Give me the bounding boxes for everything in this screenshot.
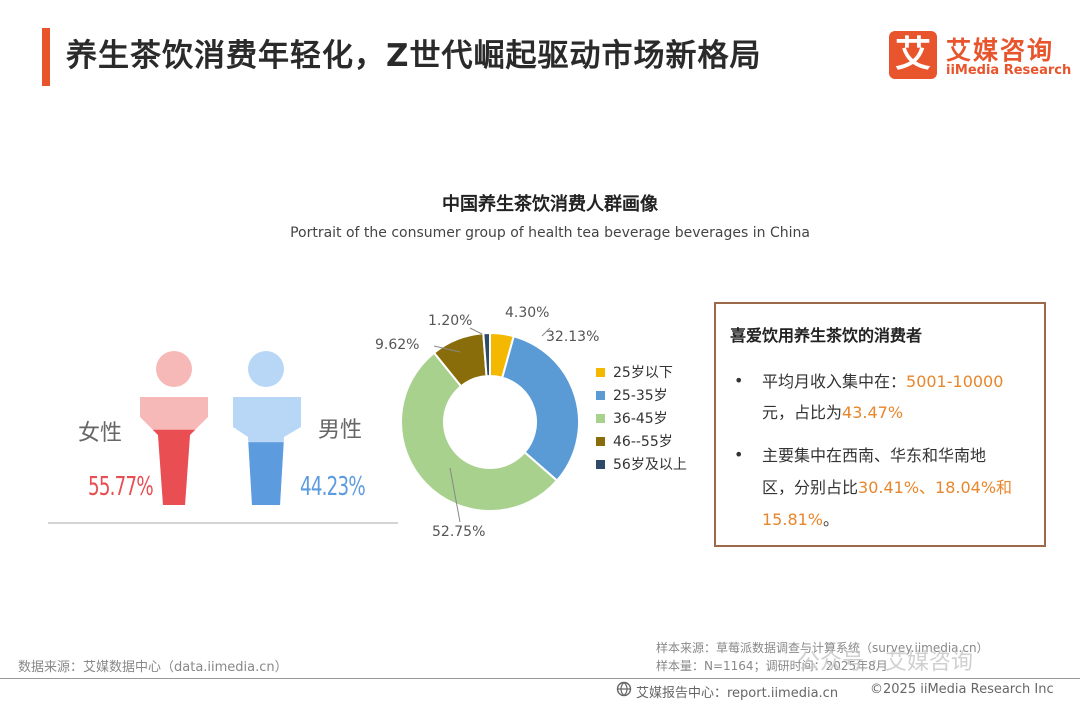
age-donut-chart [400, 331, 580, 512]
legend-label: 46--55岁 [613, 434, 673, 450]
footer-divider [0, 678, 1080, 679]
page-title: 养生茶饮消费年轻化，Z世代崛起驱动市场新格局 [66, 38, 762, 74]
donut-slice-2 [400, 351, 559, 512]
info-heading: 喜爱饮用养生茶饮的消费者 [730, 326, 923, 345]
legend-swatch [596, 414, 605, 423]
legend-label: 36-45岁 [613, 411, 668, 427]
legend-item: 25岁以下 [596, 362, 687, 385]
logo-text-en: iiMedia Research [946, 63, 1072, 78]
female-label: 女性 [78, 421, 123, 446]
chart-subtitle: Portrait of the consumer group of health… [290, 225, 810, 241]
chart-title: 中国养生茶饮消费人群画像 [442, 194, 658, 215]
info-box [714, 302, 1046, 547]
legend-swatch [596, 391, 605, 400]
bullet-icon: • [734, 371, 744, 390]
male-head [248, 351, 284, 387]
legend-item: 56岁及以上 [596, 454, 687, 477]
watermark: 公众号 · 艾媒咨询 [798, 650, 973, 675]
legend-item: 25-35岁 [596, 385, 687, 408]
slice-label-36-45: 52.75% [432, 524, 486, 540]
data-source: 数据来源：艾媒数据中心（data.iimedia.cn） [18, 660, 288, 675]
copyright: ©2025 iiMedia Research Inc [870, 682, 1054, 697]
leader-lines [433, 327, 551, 523]
female-percent: 55.77% [88, 472, 154, 502]
legend-label: 56岁及以上 [613, 457, 687, 473]
pictogram-baseline [48, 522, 398, 524]
info-item2-line2: 区，分别占比30.41%、18.04%和 [762, 478, 1013, 497]
legend-label: 25岁以下 [613, 365, 673, 381]
slice-label-46-55: 9.62% [375, 337, 420, 353]
slice-label-under25: 4.30% [505, 305, 550, 321]
info-item2-line3: 15.81%。 [762, 510, 840, 529]
male-percent: 44.23% [300, 472, 366, 502]
bullet-icon: • [734, 445, 744, 464]
info-item2-line1: 主要集中在西南、华东和华南地 [762, 446, 987, 465]
title-accent-bar [42, 28, 50, 86]
female-head [156, 351, 192, 387]
logo-mark: 艾 [889, 31, 937, 79]
legend-label: 25-35岁 [613, 388, 668, 404]
legend-swatch [596, 368, 605, 377]
legend-swatch [596, 460, 605, 469]
slice-label-25-35: 32.13% [546, 329, 600, 345]
logo-text-cn: 艾媒咨询 [946, 36, 1055, 65]
legend-item: 36-45岁 [596, 408, 687, 431]
globe-icon [616, 681, 632, 697]
male-label: 男性 [318, 418, 363, 443]
sample-source: 样本来源：草莓派数据调查与计算系统（survey.iimedia.cn） [656, 641, 989, 655]
info-item1-line1: 平均月收入集中在：5001-10000 [762, 372, 1004, 391]
report-center-link[interactable]: 艾媒报告中心：report.iimedia.cn [636, 686, 839, 701]
legend-swatch [596, 437, 605, 446]
legend-item: 46--55岁 [596, 431, 687, 454]
gender-pictogram [140, 351, 301, 505]
donut-slice-4 [482, 331, 491, 378]
slice-label-56plus: 1.20% [428, 313, 473, 329]
donut-slice-1 [501, 334, 580, 482]
info-item1-line2: 元，占比为43.47% [762, 403, 904, 422]
sample-size: 样本量：N=1164；调研时间：2025年8月 [656, 659, 888, 673]
legend: 25岁以下 25-35岁 36-45岁 46--55岁 56岁及以上 [596, 362, 687, 477]
